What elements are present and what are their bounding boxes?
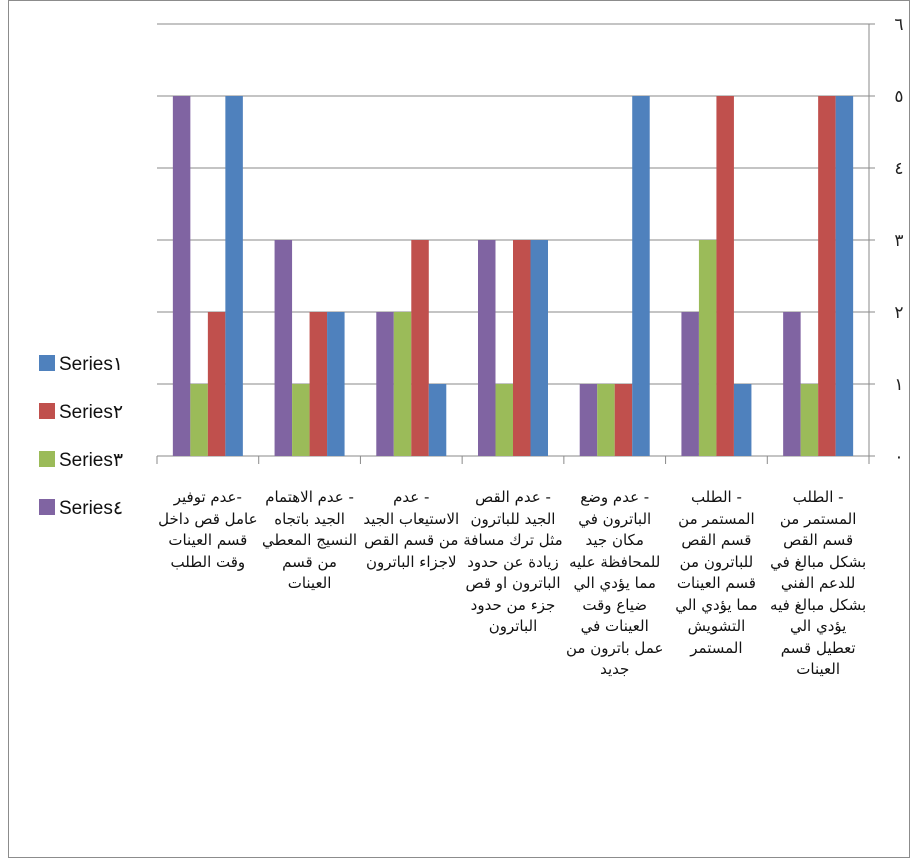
y-tick-label: ٤	[894, 159, 903, 179]
bar-chart: ٠ ١ ٢ ٣ ٤ ٥ ٦ Series١ Series٢ Series٣ Series٤	[39, 15, 904, 519]
chart-container: ٠ ١ ٢ ٣ ٤ ٥ ٦ Series١ Series٢ Series٣ Series٤ - ال…	[8, 0, 910, 858]
legend-label-series3: Series٣	[59, 450, 123, 471]
legend-swatch-series3	[39, 451, 55, 467]
y-tick-label: ٠	[894, 447, 903, 467]
bar-series2-cat7	[207, 312, 226, 456]
bar-series3-cat2	[698, 240, 717, 456]
bar-series2-cat2	[716, 96, 734, 456]
bar-series1-cat3	[632, 96, 650, 456]
bar-series3-cat5	[393, 312, 412, 456]
bar-series1-cat6	[327, 312, 345, 456]
category-label-5: - عدم الاستيعاب الجيد من قسم القص لاجزاء…	[363, 488, 460, 571]
bar-series1-cat4	[530, 240, 548, 456]
bar-series2-cat3	[614, 384, 633, 456]
bar-series4-cat7	[172, 96, 191, 456]
y-tick-label: ١	[894, 375, 903, 395]
bar-series1-cat1	[835, 96, 854, 456]
bar-series3-cat7	[190, 384, 208, 456]
bar-series4-cat3	[579, 384, 598, 456]
bar-series3-cat4	[495, 384, 513, 456]
category-label-4: - عدم القص الجيد للباترون مثل ترك مسافة …	[463, 488, 563, 635]
bar-series4-cat4	[478, 240, 496, 456]
bar-series2-cat1	[818, 96, 836, 456]
category-label-6: - عدم الاهتمام الجيد باتجاه النسيج المعط…	[262, 488, 358, 592]
bar-series4-cat5	[376, 312, 394, 456]
legend-label-series2: Series٢	[59, 402, 123, 423]
bar-series1-cat2	[733, 384, 752, 456]
y-tick-label: ٣	[894, 231, 903, 251]
category-label-2: - الطلب المستمر من قسم القص للباترون من …	[675, 488, 758, 657]
bar-series3-cat3	[597, 384, 615, 456]
y-tick-label: ٢	[894, 303, 903, 323]
legend-label-series4: Series٤	[59, 498, 123, 519]
bar-series1-cat5	[428, 384, 447, 456]
category-label-1: - الطلب المستمر من قسم القص بشكل مبالغ ف…	[770, 488, 867, 678]
bar-series2-cat5	[411, 240, 429, 456]
y-tick-label: ٦	[894, 15, 903, 35]
legend-swatch-series2	[39, 403, 55, 419]
bar-series3-cat1	[800, 384, 819, 456]
category-label-3: - عدم وضع الباترون في مكان جيد للمحافظة …	[565, 488, 664, 678]
bar-series1-cat7	[225, 96, 243, 456]
legend-swatch-series4	[39, 499, 55, 515]
bar-series4-cat1	[783, 312, 801, 456]
bar-series2-cat6	[309, 312, 328, 456]
y-tick-label: ٥	[894, 87, 903, 107]
legend-swatch-series1	[39, 355, 55, 371]
bar-series2-cat4	[513, 240, 531, 456]
category-label-7: -عدم توفير عامل قص داخل قسم العينات وقت …	[158, 488, 258, 571]
legend-label-series1: Series١	[59, 354, 123, 375]
bar-series4-cat6	[274, 240, 293, 456]
bar-series4-cat2	[681, 312, 699, 456]
bar-series3-cat6	[292, 384, 310, 456]
